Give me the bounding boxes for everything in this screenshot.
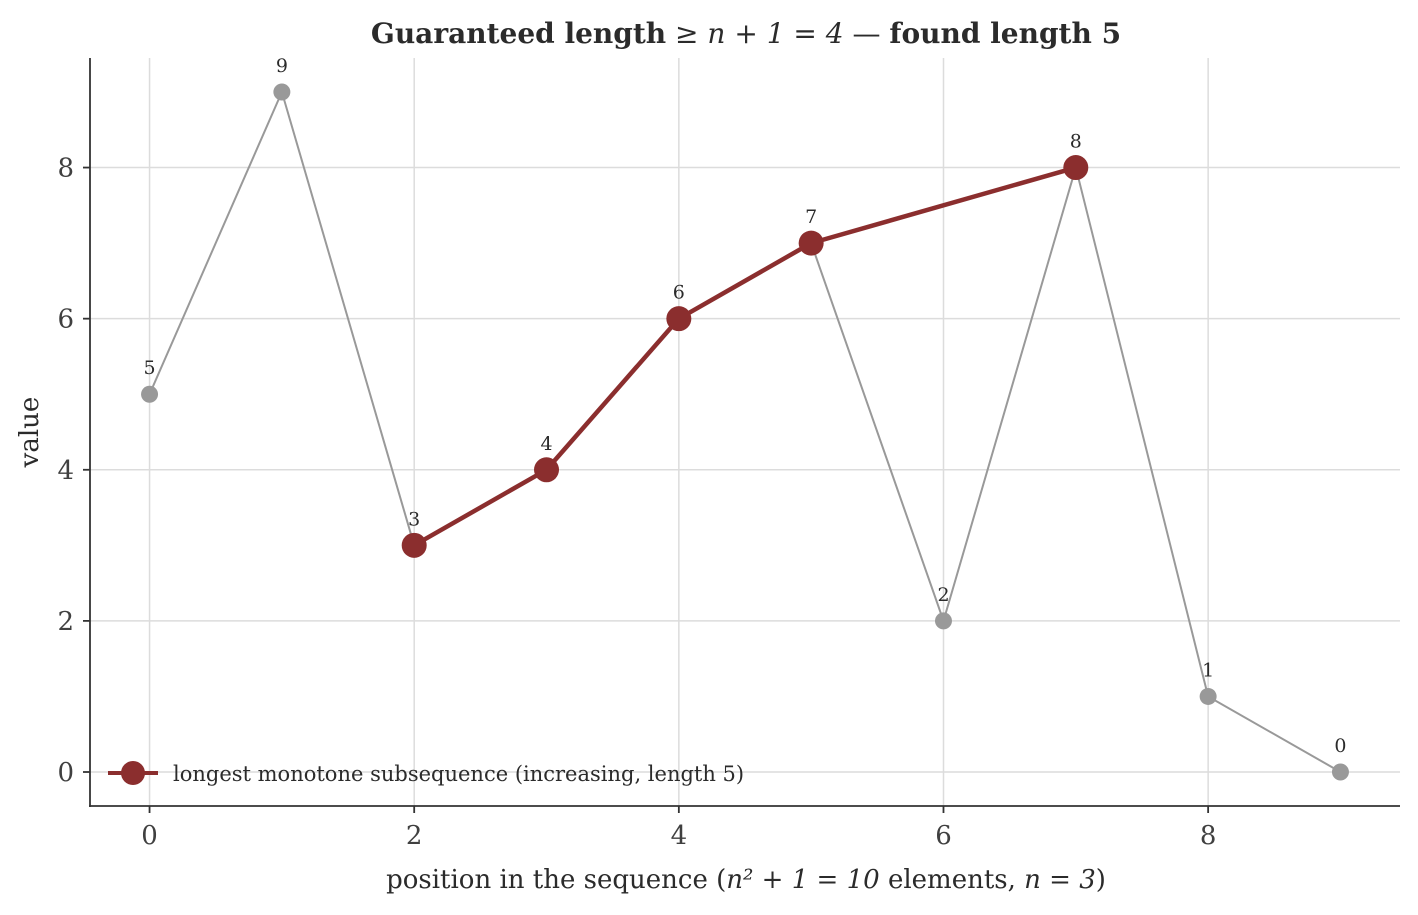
sequence-point — [1331, 763, 1349, 781]
point-value-label: 8 — [1070, 131, 1082, 153]
series — [141, 83, 1349, 781]
legend: longest monotone subsequence (increasing… — [108, 761, 744, 786]
sequence-point — [1199, 687, 1217, 705]
point-value-label: 4 — [540, 433, 552, 455]
sequence-point — [934, 612, 952, 630]
subsequence-point — [401, 532, 427, 558]
title-math: ≥ n + 1 = 4 — [675, 17, 844, 50]
point-value-label: 1 — [1202, 659, 1214, 681]
x-axis-label-math2: n = 3 — [1024, 865, 1096, 895]
subsequence-line — [413, 165, 1077, 548]
x-axis-label-prefix: position in the sequence ( — [386, 865, 726, 895]
point-value-label: 5 — [143, 357, 155, 379]
x-tick-label: 0 — [141, 821, 158, 851]
y-tick-label: 6 — [57, 305, 74, 335]
point-value-label: 2 — [937, 584, 949, 606]
y-tick-label: 2 — [57, 607, 74, 637]
subsequence-point — [798, 230, 824, 256]
y-axis-label: value — [15, 397, 45, 469]
title-dash: — — [853, 17, 890, 50]
x-axis-label: position in the sequence (n² + 1 = 10 el… — [386, 865, 1106, 895]
title-suffix: found length 5 — [889, 17, 1121, 50]
sequence-point — [141, 385, 159, 403]
sequence-line — [148, 89, 1341, 773]
chart-title: Guaranteed length ≥ n + 1 = 4 — found le… — [371, 17, 1121, 50]
x-axis-label-suffix: ) — [1096, 865, 1106, 895]
legend-marker-swatch — [121, 761, 145, 785]
subsequence-point — [1063, 155, 1089, 181]
x-tick-label: 6 — [935, 821, 952, 851]
x-axis-label-math1: n² + 1 = 10 — [726, 865, 879, 895]
y-tick-label: 8 — [57, 154, 74, 184]
x-tick-label: 4 — [671, 821, 688, 851]
ticks: 0 2 4 6 8 0 2 4 6 8 — [57, 154, 1216, 851]
grid — [90, 58, 1400, 806]
sequence-point — [273, 83, 291, 101]
point-value-label: 0 — [1334, 735, 1346, 757]
title-prefix: Guaranteed length — [371, 17, 666, 50]
x-tick-label: 2 — [406, 821, 423, 851]
subsequence-point — [534, 457, 560, 483]
y-tick-label: 0 — [57, 758, 74, 788]
subsequence-point — [666, 306, 692, 332]
legend-label: longest monotone subsequence (increasing… — [173, 762, 744, 786]
axes — [89, 58, 1400, 807]
point-value-label: 7 — [805, 206, 817, 228]
x-axis-label-middle: elements, — [880, 865, 1024, 895]
y-tick-label: 4 — [57, 456, 74, 486]
data-labels: 5 9 3 4 6 7 2 8 1 0 — [143, 55, 1346, 757]
point-value-label: 6 — [673, 282, 685, 304]
point-value-label: 3 — [408, 508, 420, 530]
x-tick-label: 8 — [1200, 821, 1217, 851]
point-value-label: 9 — [276, 55, 288, 77]
